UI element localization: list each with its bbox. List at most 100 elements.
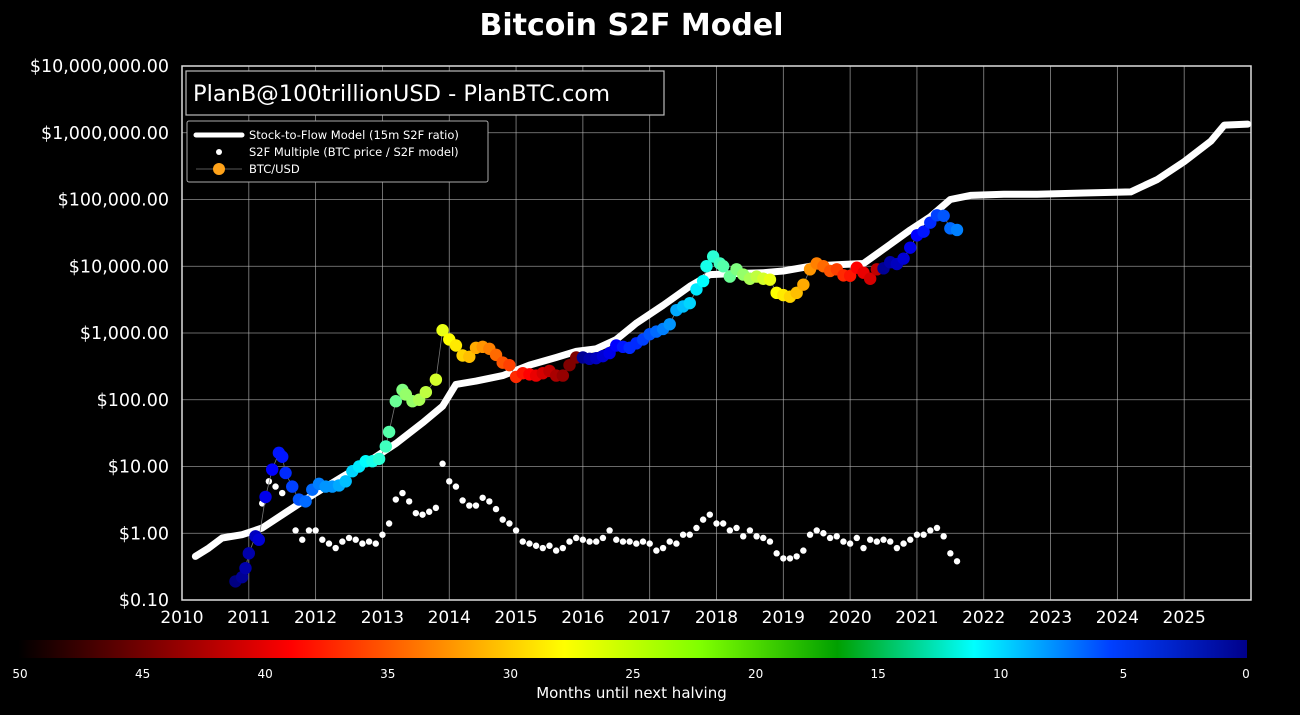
x-tick-label: 2020: [828, 608, 871, 628]
x-tick-label: 2017: [628, 608, 671, 628]
s2f-multiple-point: [953, 558, 961, 565]
s2f-multiple-point: [312, 527, 319, 534]
btc-usd-point: [379, 440, 392, 453]
s2f-multiple-point: [773, 550, 780, 557]
s2f-multiple-point: [659, 544, 667, 552]
s2f-multiple-point: [820, 530, 827, 537]
x-tick-label: 2011: [227, 608, 270, 628]
btc-usd-point: [286, 480, 299, 493]
s2f-multiple-point: [319, 536, 326, 543]
s2f-multiple-point: [826, 534, 834, 542]
x-tick-label: 2015: [494, 608, 537, 628]
btc-usd-point: [265, 463, 279, 476]
s2f-multiple-point: [840, 538, 847, 545]
s2f-multiple-point: [726, 527, 734, 534]
axes: 2010 2011 2012 2013 2014 2015 2016 2017 2018 2019…: [30, 57, 1252, 628]
colorbar-tick-label: 25: [625, 667, 641, 681]
s2f-multiple-point: [740, 533, 747, 540]
btc-usd-point: [242, 547, 256, 560]
x-tick-label: 2023: [1029, 608, 1072, 628]
s2f-multiple-point: [405, 498, 413, 505]
y-tick-label: $10,000,000.00: [30, 57, 169, 77]
s2f-multiple-point: [426, 508, 433, 515]
s2f-multiple-point: [699, 516, 707, 523]
s2f-multiple-point: [947, 550, 954, 557]
btc-usd-point: [690, 283, 703, 296]
btc-usd-point: [259, 490, 272, 504]
y-tick-label: $10,000.00: [69, 257, 169, 277]
btc-usd-point: [863, 272, 877, 285]
s2f-multiple-point: [345, 534, 353, 542]
colorbar-title: Months until next halving: [536, 684, 727, 702]
legend-label: BTC/USD: [249, 162, 300, 176]
s2f-multiple-point: [486, 498, 493, 505]
colorbar-tick-label: 40: [257, 667, 273, 681]
y-tick-label: $1,000.00: [80, 324, 169, 344]
s2f-multiple-point: [900, 540, 907, 547]
y-tick-label: $1.00: [119, 524, 169, 544]
x-tick-label: 2022: [962, 608, 1005, 628]
colorbar-tick-label: 45: [134, 667, 151, 681]
s2f-multiple-point: [379, 531, 386, 538]
s2f-multiple-series: [258, 460, 961, 565]
annotation-text: PlanB@100trillionUSD - PlanBTC.com: [193, 81, 610, 107]
s2f-multiple-point: [466, 502, 473, 509]
s2f-multiple-point: [733, 524, 740, 532]
legend-label: S2F Multiple (BTC price / S2F model): [249, 145, 459, 159]
s2f-multiple-point: [760, 534, 767, 542]
colorbar-tick-label: 20: [747, 667, 764, 681]
x-tick-label: 2010: [160, 608, 203, 628]
s2f-multiple-point: [713, 520, 720, 527]
btc-usd-point: [382, 425, 396, 439]
chart-title: Bitcoin S2F Model: [479, 8, 784, 43]
s2f-multiple-point: [572, 534, 580, 542]
x-tick-label: 2024: [1096, 608, 1139, 628]
btc-usd-point: [463, 350, 476, 363]
s2f-multiple-point: [399, 489, 406, 497]
y-tick-label: $100,000.00: [58, 191, 169, 211]
s2f-multiple-point: [359, 540, 366, 547]
s2f-multiple-point: [780, 555, 787, 562]
x-tick-label: 2014: [428, 608, 471, 628]
s2f-multiple-point: [846, 540, 854, 547]
s2f-multiple-point: [853, 534, 861, 542]
btc-usd-point: [700, 260, 713, 273]
s2f-multiple-point: [325, 540, 333, 547]
s2f-multiple-point: [339, 538, 346, 545]
s2f-multiple-point: [786, 555, 794, 562]
s2f-model-path: [191, 120, 1252, 560]
btc-usd-point: [556, 369, 570, 382]
s2f-multiple-point: [833, 533, 840, 540]
s2f-multiple-point: [559, 544, 567, 552]
s2f-multiple-point: [860, 544, 867, 552]
y-tick-label: $100.00: [97, 391, 169, 411]
s2f-multiple-point: [479, 494, 486, 501]
x-tick-label: 2025: [1163, 608, 1206, 628]
s2f-multiple-point: [613, 536, 620, 543]
s2f-multiple-point: [305, 527, 313, 534]
s2f-multiple-point: [907, 536, 914, 543]
s2f-multiple-point: [793, 553, 800, 560]
s2f-multiple-point: [506, 520, 513, 527]
s2f-multiple-point: [766, 538, 774, 545]
s2f-multiple-point: [299, 536, 306, 543]
colorbar-tick-label: 30: [502, 667, 519, 681]
s2f-multiple-point: [392, 496, 399, 503]
s2f-multiple-point: [679, 531, 687, 538]
s2f-multiple-point: [746, 527, 754, 534]
s2f-multiple-point: [719, 520, 727, 527]
colorbar-tick-label: 35: [380, 667, 396, 681]
s2f-multiple-point: [459, 497, 466, 504]
s2f-multiple-point: [593, 538, 600, 545]
s2f-multiple-point: [586, 538, 593, 545]
x-tick-label: 2018: [695, 608, 738, 628]
s2f-multiple-point: [873, 538, 881, 545]
btc-usd-point: [339, 475, 352, 488]
btc-usd-point: [503, 358, 516, 372]
plot-frame: [181, 65, 1252, 601]
s2f-multiple-point: [913, 531, 921, 538]
btc-usd-point: [897, 252, 910, 265]
s2f-multiple-point: [512, 527, 520, 534]
btc-usd-point: [429, 373, 443, 386]
x-tick-label: 2016: [561, 608, 604, 628]
